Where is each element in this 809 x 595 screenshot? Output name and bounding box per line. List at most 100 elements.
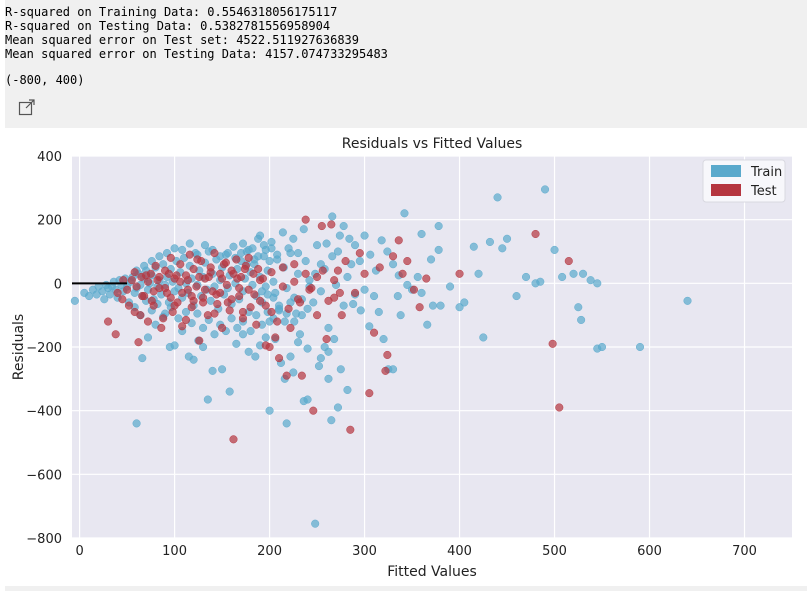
scatter-point-train bbox=[333, 403, 343, 412]
scatter-point-test bbox=[200, 285, 210, 294]
scatter-point-train bbox=[569, 269, 578, 278]
scatter-point-test bbox=[113, 288, 122, 297]
scatter-point-train bbox=[289, 234, 298, 243]
scatter-point-test bbox=[297, 371, 306, 380]
scatter-point-test bbox=[172, 271, 181, 280]
scatter-point-train bbox=[267, 237, 276, 246]
scatter-point-train bbox=[252, 311, 261, 320]
scatter-point-train bbox=[343, 385, 352, 395]
scatter-point-test bbox=[278, 282, 287, 291]
scatter-point-train bbox=[206, 296, 215, 305]
scatter-point-train bbox=[683, 296, 692, 305]
scatter-point-train bbox=[393, 292, 402, 301]
expand-icon[interactable] bbox=[18, 98, 36, 116]
scatter-point-test bbox=[246, 303, 255, 312]
scatter-point-test bbox=[147, 296, 156, 305]
scatter-point-train bbox=[282, 419, 291, 428]
scatter-point-test bbox=[290, 260, 299, 269]
scatter-point-test bbox=[195, 336, 204, 345]
scatter-point-test bbox=[166, 253, 175, 262]
scatter-point-train bbox=[100, 295, 109, 304]
scatter-point-test bbox=[166, 293, 175, 302]
scatter-point-train bbox=[238, 239, 248, 248]
scatter-point-test bbox=[195, 272, 204, 282]
x-tick-label: 500 bbox=[542, 544, 567, 559]
scatter-point-train bbox=[423, 320, 432, 329]
scatter-point-train bbox=[294, 338, 303, 347]
scatter-point-train bbox=[265, 406, 274, 415]
scatter-point-train bbox=[256, 231, 265, 240]
scatter-point-test bbox=[244, 253, 253, 262]
scatter-point-test bbox=[254, 264, 263, 274]
chart-svg: Residuals vs Fitted Values 0 100 200 300 400… bbox=[11, 136, 792, 580]
scatter-point-train bbox=[396, 311, 405, 320]
scatter-point-train bbox=[540, 185, 550, 194]
scatter-point-train bbox=[578, 269, 588, 278]
scatter-point-train bbox=[339, 221, 348, 231]
scatter-point-train bbox=[389, 260, 398, 269]
scatter-point-test bbox=[104, 317, 113, 326]
cell-footer bbox=[5, 586, 807, 591]
scatter-point-train bbox=[469, 242, 478, 251]
scatter-point-train bbox=[366, 250, 375, 259]
scatter-point-train bbox=[290, 317, 299, 326]
scatter-point-train bbox=[259, 241, 268, 250]
scatter-point-train bbox=[434, 245, 443, 254]
scatter-point-test bbox=[193, 255, 202, 264]
scatter-point-test bbox=[555, 403, 564, 412]
scatter-point-train bbox=[316, 287, 325, 296]
scatter-point-test bbox=[229, 435, 238, 444]
x-tick-label: 0 bbox=[75, 544, 83, 559]
scatter-point-train bbox=[178, 245, 187, 254]
scatter-point-test bbox=[124, 301, 134, 310]
scatter-point-test bbox=[192, 282, 201, 291]
scatter-point-train bbox=[400, 209, 409, 218]
scatter-point-test bbox=[295, 298, 305, 307]
scatter-point-test bbox=[199, 298, 208, 307]
scatter-point-train bbox=[225, 387, 234, 396]
scatter-point-test bbox=[301, 269, 310, 278]
scatter-point-test bbox=[130, 268, 139, 277]
scatter-point-test bbox=[134, 338, 143, 347]
scatter-point-train bbox=[577, 315, 586, 324]
scatter-point-train bbox=[200, 241, 210, 250]
scatter-point-test bbox=[307, 284, 316, 293]
scatter-point-test bbox=[398, 269, 407, 278]
scatter-point-test bbox=[564, 257, 573, 266]
scatter-point-train bbox=[593, 279, 602, 288]
x-tick-label: 400 bbox=[447, 544, 472, 559]
y-tick-label: 200 bbox=[37, 214, 62, 229]
scatter-point-train bbox=[232, 339, 241, 348]
scatter-point-test bbox=[238, 307, 248, 317]
scatter-point-test bbox=[365, 389, 374, 398]
scatter-point-test bbox=[324, 296, 333, 305]
scatter-point-train bbox=[370, 292, 379, 301]
scatter-point-test bbox=[252, 320, 261, 329]
scatter-point-train bbox=[251, 352, 260, 361]
scatter-point-test bbox=[232, 255, 241, 264]
legend-swatch-train bbox=[711, 165, 741, 177]
scatter-point-test bbox=[317, 221, 326, 231]
scatter-point-test bbox=[548, 339, 557, 348]
scatter-point-test bbox=[127, 276, 136, 285]
scatter-point-train bbox=[413, 272, 422, 282]
output-line-r2-train: R-squared on Training Data: 0.5546318056… bbox=[5, 5, 338, 19]
scatter-point-test bbox=[213, 299, 222, 309]
scatter-point-train bbox=[181, 307, 191, 317]
scatter-point-test bbox=[176, 260, 185, 269]
scatter-point-train bbox=[521, 272, 531, 282]
scatter-point-train bbox=[257, 287, 267, 296]
scatter-point-train bbox=[343, 272, 352, 282]
scatter-point-train bbox=[143, 333, 153, 342]
scatter-point-train bbox=[269, 277, 278, 286]
scatter-point-train bbox=[278, 228, 287, 237]
scatter-point-train bbox=[155, 252, 164, 261]
scatter-point-test bbox=[225, 306, 234, 315]
scatter-point-train bbox=[294, 269, 303, 278]
scatter-point-test bbox=[222, 280, 231, 289]
y-tick-label: −600 bbox=[26, 468, 62, 483]
scatter-point-train bbox=[389, 365, 398, 374]
scatter-point-train bbox=[434, 221, 443, 231]
scatter-point-train bbox=[140, 261, 149, 270]
x-tick-label: 700 bbox=[732, 544, 757, 559]
